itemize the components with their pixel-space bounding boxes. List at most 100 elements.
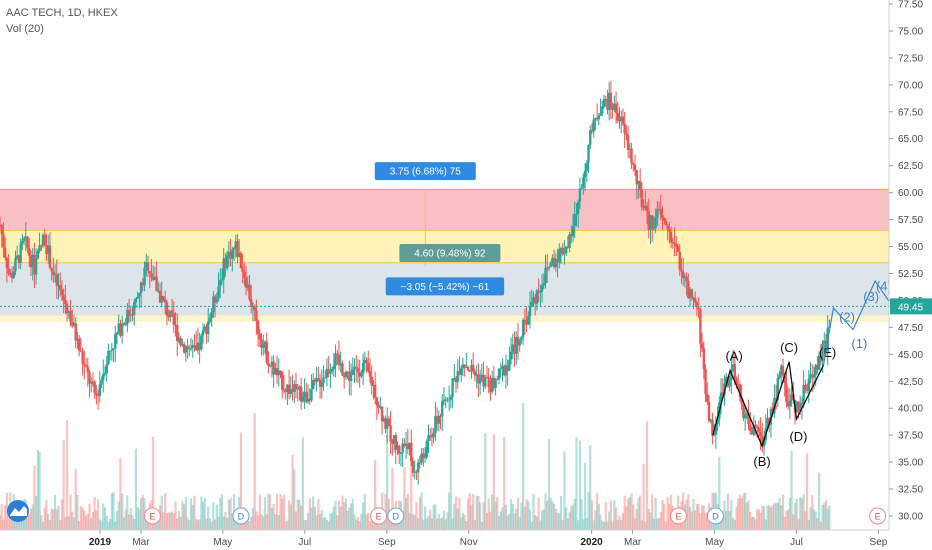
candle-body xyxy=(246,284,249,288)
measure-box xyxy=(374,162,476,181)
volume-bar xyxy=(327,521,330,530)
candle-body xyxy=(556,258,559,263)
candle-body xyxy=(451,378,454,397)
candle-body xyxy=(577,201,580,214)
candle-body xyxy=(318,379,322,387)
volume-bar xyxy=(0,504,3,530)
volume-bar xyxy=(183,504,186,530)
volume-bar xyxy=(343,502,346,530)
candle-body xyxy=(72,323,76,326)
candle-body xyxy=(628,148,632,151)
volume-bar xyxy=(604,501,607,530)
candle-body xyxy=(65,304,69,314)
volume-bar xyxy=(466,498,470,530)
candle-body xyxy=(349,374,353,382)
candle-body xyxy=(52,271,55,275)
volume-bar xyxy=(422,519,425,530)
volume-bar xyxy=(738,494,742,530)
candle-body xyxy=(16,255,19,258)
volume-bar xyxy=(329,513,332,530)
volume-bar xyxy=(735,506,738,530)
candle-body xyxy=(31,254,34,268)
volume-bar xyxy=(606,521,609,530)
candle-body xyxy=(551,257,554,264)
volume-bar xyxy=(203,497,206,530)
volume-bar xyxy=(790,450,793,530)
earnings-marker[interactable] xyxy=(370,507,388,525)
volume-bar xyxy=(127,514,131,530)
earnings-marker[interactable] xyxy=(869,507,887,525)
volume-bar xyxy=(16,515,19,530)
price-tick-label: 52.50 xyxy=(898,269,923,280)
volume-bar xyxy=(768,505,771,530)
volume-bar xyxy=(201,501,205,530)
volume-bar xyxy=(597,503,600,530)
candle-body xyxy=(685,276,688,282)
candle-body xyxy=(478,377,482,384)
candle-body xyxy=(754,424,757,427)
volume-bar xyxy=(783,516,786,530)
candle-body xyxy=(501,365,504,369)
candle-body xyxy=(399,452,403,454)
candle-body xyxy=(93,381,96,394)
candle-body xyxy=(270,361,274,366)
candle-body xyxy=(786,401,790,407)
volume-bar xyxy=(589,445,592,530)
candle-body xyxy=(661,214,664,218)
candle-body xyxy=(422,453,425,458)
candle-body xyxy=(387,418,391,426)
candle-body xyxy=(143,267,146,286)
dividend-marker[interactable] xyxy=(387,507,405,525)
candle-body xyxy=(647,210,650,230)
candle-body xyxy=(790,394,793,401)
volume-bar xyxy=(60,499,64,530)
volume-bar xyxy=(616,520,619,530)
earnings-marker[interactable] xyxy=(143,507,161,525)
candle-body xyxy=(160,296,163,303)
volume-bar xyxy=(246,514,249,530)
candle-body xyxy=(167,315,170,318)
candle-body xyxy=(564,246,568,254)
volume-bar xyxy=(432,504,435,530)
volume-bar xyxy=(795,498,798,530)
volume-bar xyxy=(98,519,101,530)
candle-body xyxy=(814,365,817,376)
candle-body xyxy=(687,281,690,299)
candle-body xyxy=(745,413,749,416)
volume-bar xyxy=(306,513,310,530)
candle-body xyxy=(2,234,5,248)
candle-body xyxy=(688,289,692,299)
volume-bar xyxy=(248,521,251,530)
dividend-marker[interactable] xyxy=(232,507,250,525)
candle-body xyxy=(389,425,392,442)
price-tick-label: 65.00 xyxy=(898,134,923,145)
candle-body xyxy=(133,302,136,315)
volume-bar xyxy=(403,467,406,530)
volume-bar xyxy=(484,432,487,530)
volume-bar xyxy=(819,521,822,530)
candle-body xyxy=(757,427,761,432)
volume-bar xyxy=(609,500,612,530)
candle-body xyxy=(200,335,203,350)
candle-body xyxy=(158,290,162,303)
volume-bar xyxy=(255,511,258,530)
earnings-marker[interactable] xyxy=(670,507,687,525)
volume-bar xyxy=(496,497,499,530)
candle-body xyxy=(46,245,50,254)
volume-bar xyxy=(146,519,150,530)
candle-body xyxy=(724,377,728,384)
candle-body xyxy=(81,351,84,365)
candle-body xyxy=(88,372,91,384)
volume-bar xyxy=(537,497,540,530)
volume-bar xyxy=(687,494,690,530)
candle-body xyxy=(546,267,549,269)
candle-body xyxy=(375,397,379,406)
volume-bar xyxy=(121,493,124,530)
volume-bar xyxy=(293,469,296,530)
volume-bar xyxy=(336,515,339,530)
volume-bar xyxy=(692,499,695,530)
dividend-marker[interactable] xyxy=(706,507,724,525)
candle-body xyxy=(317,377,320,380)
volume-bar xyxy=(210,521,213,530)
